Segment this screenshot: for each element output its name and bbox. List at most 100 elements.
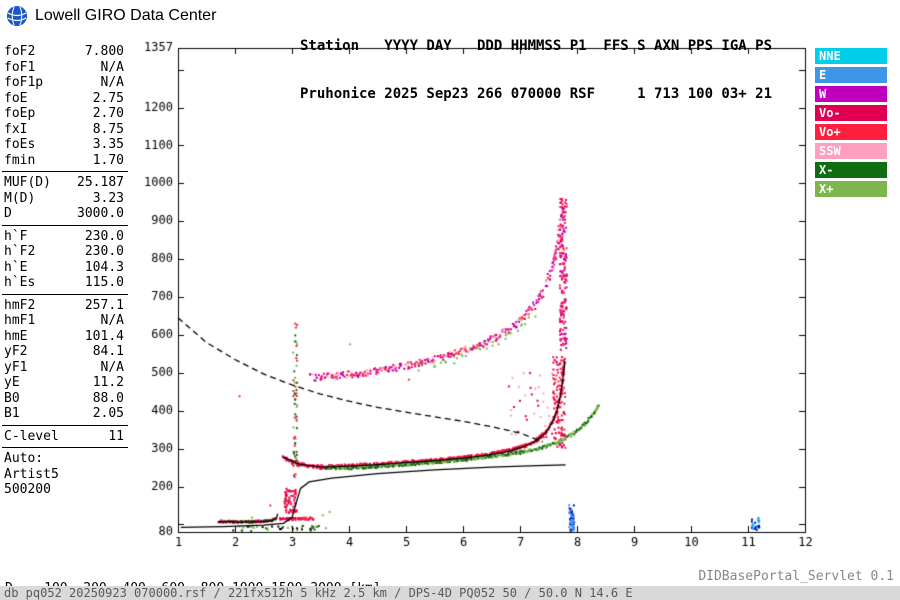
- param-label: h`F: [4, 228, 28, 244]
- param-value: 2.75: [92, 90, 124, 106]
- legend-item-vo: Vo-: [815, 105, 887, 121]
- param-label: B1: [4, 406, 20, 421]
- param-label: foF1p: [4, 75, 44, 90]
- param-value: 104.3: [84, 259, 124, 275]
- param-value: 11.2: [92, 375, 124, 390]
- param-label: foE: [4, 90, 28, 106]
- param-label: foEs: [4, 137, 36, 152]
- param-row-fxi: fxI 8.75: [4, 122, 124, 138]
- servlet-version-label: DIDBasePortal_Servlet 0.1: [698, 569, 894, 584]
- param-value: 2.05: [92, 406, 124, 421]
- param-label: hmF1: [4, 313, 36, 328]
- param-row-hme: hmE 101.4: [4, 329, 124, 345]
- panel-separator: [2, 293, 128, 295]
- param-row-hmf1: hmF1 N/A: [4, 313, 124, 329]
- param-value: 8.75: [92, 121, 124, 137]
- param-label: foF1: [4, 59, 36, 75]
- param-row-ye: yE 11.2: [4, 375, 124, 391]
- legend-item-ssw: SSW: [815, 143, 887, 159]
- param-value: N/A: [100, 59, 124, 75]
- param-row-foep: foEp 2.70: [4, 106, 124, 122]
- param-label: h`Es: [4, 275, 36, 290]
- panel-separator: [2, 447, 128, 448]
- legend-item-x: X-: [815, 162, 887, 178]
- param-value: 257.1: [84, 297, 124, 313]
- station-header: Station YYYY DAY DDD HHMMSS P1 FFS S AXN…: [300, 6, 772, 134]
- panel-separator: [2, 171, 128, 172]
- panel-separator: [2, 424, 128, 426]
- legend-item-e: E: [815, 67, 887, 83]
- param-row-b1: B1 2.05: [4, 406, 124, 422]
- panel-separator: [2, 224, 128, 226]
- param-row-mufd: MUF(D) 25.187: [4, 175, 124, 191]
- param-value: N/A: [100, 75, 124, 90]
- auto-info-line: Auto:: [4, 451, 44, 466]
- param-value: 11: [108, 428, 124, 444]
- param-label: hmE: [4, 328, 28, 344]
- param-label: fxI: [4, 121, 28, 137]
- param-row-clevel: C-level 11: [4, 429, 124, 445]
- param-value: 3000.0: [77, 206, 124, 221]
- param-value: 25.187: [77, 175, 124, 190]
- param-value: 7.800: [84, 44, 124, 59]
- param-label: hmF2: [4, 297, 36, 313]
- param-value: 84.1: [92, 344, 124, 359]
- auto-info-line: 500200: [4, 482, 51, 497]
- param-row-b0: B0 88.0: [4, 391, 124, 407]
- param-label: C-level: [4, 428, 59, 444]
- app-title: Lowell GIRO Data Center: [35, 7, 217, 24]
- status-bar: db pq052 20250923 070000.rsf / 221fx512h…: [0, 586, 900, 600]
- param-row-hes: h`Es 115.0: [4, 275, 124, 291]
- param-label: fmin: [4, 152, 36, 168]
- station-header-columns: Station YYYY DAY DDD HHMMSS P1 FFS S AXN…: [300, 38, 773, 54]
- param-row-fmin: fmin 1.70: [4, 153, 124, 169]
- param-row-yf1: yF1 N/A: [4, 360, 124, 376]
- param-value: 1.70: [92, 152, 124, 168]
- legend-item-w: W: [815, 86, 887, 102]
- param-value: 3.35: [92, 137, 124, 152]
- param-value: 230.0: [84, 228, 124, 244]
- giro-globe-icon: [7, 6, 27, 26]
- param-label: foEp: [4, 106, 36, 121]
- param-row-hf2: h`F2 230.0: [4, 244, 124, 260]
- param-value: N/A: [100, 359, 124, 375]
- param-value: 115.0: [84, 275, 124, 290]
- param-label: h`E: [4, 259, 28, 275]
- param-label: D: [4, 206, 12, 221]
- auto-info-line: Artist5: [4, 466, 59, 482]
- param-row-he: h`E 104.3: [4, 260, 124, 276]
- param-label: foF2: [4, 44, 36, 59]
- param-row-yf2: yF2 84.1: [4, 344, 124, 360]
- station-header-values: Pruhonice 2025 Sep23 266 070000 RSF 1 71…: [300, 86, 773, 102]
- param-label: h`F2: [4, 244, 36, 259]
- param-row-hf: h`F 230.0: [4, 229, 124, 245]
- param-row-fof1: foF1 N/A: [4, 60, 124, 76]
- param-row-hmf2: hmF2 257.1: [4, 298, 124, 314]
- parameter-panel: foF2 7.800 foF1 N/A foF1p N/A foE 2.75 foEp 2.70 f…: [2, 44, 128, 498]
- param-row-md: M(D) 3.23: [4, 191, 124, 207]
- legend-item-x: X+: [815, 181, 887, 197]
- param-row-foes: foEs 3.35: [4, 137, 124, 153]
- param-label: yF1: [4, 359, 28, 375]
- param-row-fof2: foF2 7.800: [4, 44, 124, 60]
- param-value: 3.23: [92, 190, 124, 206]
- param-value: 230.0: [84, 244, 124, 259]
- param-value: 88.0: [92, 390, 124, 406]
- param-row-fof1p: foF1p N/A: [4, 75, 124, 91]
- param-row-foe: foE 2.75: [4, 91, 124, 107]
- param-value: 101.4: [84, 328, 124, 344]
- direction-legend: NNE E W Vo- Vo+ SSW X- X+: [815, 48, 887, 200]
- legend-item-vo: Vo+: [815, 124, 887, 140]
- param-row-d: D 3000.0: [4, 206, 124, 222]
- param-value: N/A: [100, 313, 124, 328]
- param-label: yF2: [4, 344, 28, 359]
- legend-item-nne: NNE: [815, 48, 887, 64]
- param-label: M(D): [4, 190, 36, 206]
- param-label: MUF(D): [4, 175, 51, 190]
- param-label: yE: [4, 375, 20, 390]
- param-value: 2.70: [92, 106, 124, 121]
- param-label: B0: [4, 390, 20, 406]
- header-logo-row: Lowell GIRO Data Center: [6, 5, 216, 27]
